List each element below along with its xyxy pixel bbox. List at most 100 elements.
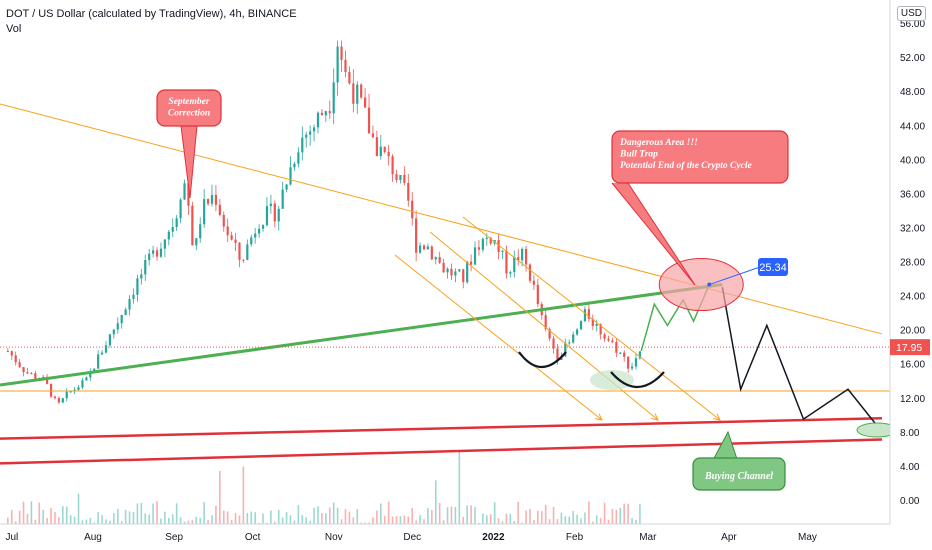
candle-body bbox=[120, 315, 123, 324]
chart-title: DOT / US Dollar (calculated by TradingVi… bbox=[6, 8, 297, 20]
candle-body bbox=[97, 354, 100, 369]
candle-body bbox=[269, 203, 272, 207]
y-tick-label: 56.00 bbox=[900, 19, 925, 30]
x-tick-label: Apr bbox=[721, 532, 737, 543]
volume-bar bbox=[603, 502, 606, 527]
buying-callout-line: Buying Channel bbox=[704, 471, 773, 482]
bull-projection-path bbox=[640, 284, 710, 352]
volume-bar bbox=[270, 510, 272, 527]
candle-body bbox=[77, 387, 80, 390]
candle-body bbox=[407, 183, 410, 201]
y-tick-label: 16.00 bbox=[900, 360, 925, 371]
volume-bar bbox=[250, 511, 253, 527]
volume-bar bbox=[639, 503, 641, 527]
volume-bar bbox=[46, 518, 48, 527]
candle-body bbox=[206, 199, 210, 204]
candle-body bbox=[532, 280, 536, 285]
volume-bar bbox=[58, 517, 60, 527]
candle-body bbox=[415, 218, 418, 253]
volume-bar bbox=[175, 503, 178, 527]
candle-body bbox=[344, 59, 347, 73]
y-tick-label: 12.00 bbox=[900, 394, 925, 405]
candle-body bbox=[619, 352, 622, 354]
candle-body bbox=[466, 261, 469, 283]
volume-bar bbox=[238, 515, 241, 527]
candle-body bbox=[261, 225, 265, 229]
volume-bar bbox=[572, 511, 574, 527]
candle-body bbox=[458, 269, 461, 272]
candle-body bbox=[489, 237, 492, 244]
volume-bar bbox=[486, 515, 488, 527]
volume-bar bbox=[623, 503, 626, 527]
candle-body bbox=[611, 340, 614, 343]
danger-callout-pointer bbox=[611, 182, 696, 286]
y-tick-label: 48.00 bbox=[900, 87, 925, 98]
candle-body bbox=[630, 366, 634, 369]
candle-body bbox=[265, 206, 269, 226]
x-tick-label: Jul bbox=[5, 532, 18, 543]
buying-callout-box bbox=[692, 457, 786, 491]
candle-body bbox=[340, 46, 343, 60]
volume-bar bbox=[568, 516, 571, 527]
volume-bar bbox=[305, 517, 308, 527]
candle-body bbox=[246, 244, 249, 260]
volume-label[interactable]: Vol bbox=[6, 23, 22, 35]
volume-bar bbox=[321, 513, 323, 527]
candle-body bbox=[171, 226, 174, 232]
y-tick-label: 8.00 bbox=[900, 428, 920, 439]
candle-body bbox=[375, 137, 378, 157]
candle-body bbox=[564, 342, 567, 357]
volume-bar bbox=[113, 513, 115, 527]
volume-bar bbox=[10, 510, 13, 527]
volume-bar bbox=[423, 519, 425, 527]
candle-body bbox=[615, 342, 618, 353]
volume-bar bbox=[434, 480, 437, 527]
candle-body bbox=[6, 350, 9, 352]
volume-bar bbox=[215, 505, 217, 527]
candle-body bbox=[469, 261, 473, 265]
candle-body bbox=[509, 272, 512, 274]
x-tick-label: Sep bbox=[165, 532, 183, 543]
rounded-bottom-2 bbox=[610, 371, 665, 388]
volume-bar bbox=[580, 518, 582, 527]
danger-callout-line: Bull Trap bbox=[619, 150, 658, 160]
candle-body bbox=[411, 200, 414, 219]
candle-body bbox=[575, 329, 579, 335]
time-axis-bg bbox=[0, 524, 932, 550]
candle-body bbox=[238, 242, 241, 260]
volume-bar bbox=[328, 507, 331, 527]
last-price-badge bbox=[890, 339, 930, 356]
candle-body bbox=[210, 194, 214, 204]
candle-body bbox=[104, 345, 108, 353]
volume-bar bbox=[230, 519, 233, 527]
volume-bar bbox=[77, 493, 80, 527]
buying-channel-bottom-line bbox=[0, 438, 883, 465]
candle-body bbox=[603, 334, 606, 339]
september-callout-line: September bbox=[168, 97, 209, 107]
candle-body bbox=[195, 238, 198, 246]
volume-bar bbox=[211, 515, 213, 527]
volume-bar bbox=[226, 511, 229, 527]
danger-callout-line: Dangerous Area !!! bbox=[619, 138, 698, 148]
price-axis-bg bbox=[890, 0, 932, 550]
danger-zone-ellipse bbox=[658, 258, 744, 312]
x-tick-label: Nov bbox=[325, 532, 343, 543]
volume-bar bbox=[325, 513, 327, 527]
volume-bar bbox=[470, 505, 472, 527]
volume-bar bbox=[285, 512, 288, 527]
candle-body bbox=[297, 152, 300, 164]
candle-body bbox=[293, 163, 296, 168]
x-tick-label: May bbox=[798, 532, 817, 543]
volume-bar bbox=[144, 513, 147, 527]
candle-body bbox=[183, 183, 186, 200]
volume-bar bbox=[588, 501, 590, 527]
volume-bar bbox=[168, 517, 170, 527]
volume-bar bbox=[301, 515, 304, 527]
currency-badge[interactable]: USD bbox=[896, 6, 926, 21]
volume-bar bbox=[179, 517, 182, 527]
volume-bar bbox=[599, 518, 602, 527]
volume-bar bbox=[544, 504, 547, 527]
volume-bar bbox=[132, 512, 135, 527]
